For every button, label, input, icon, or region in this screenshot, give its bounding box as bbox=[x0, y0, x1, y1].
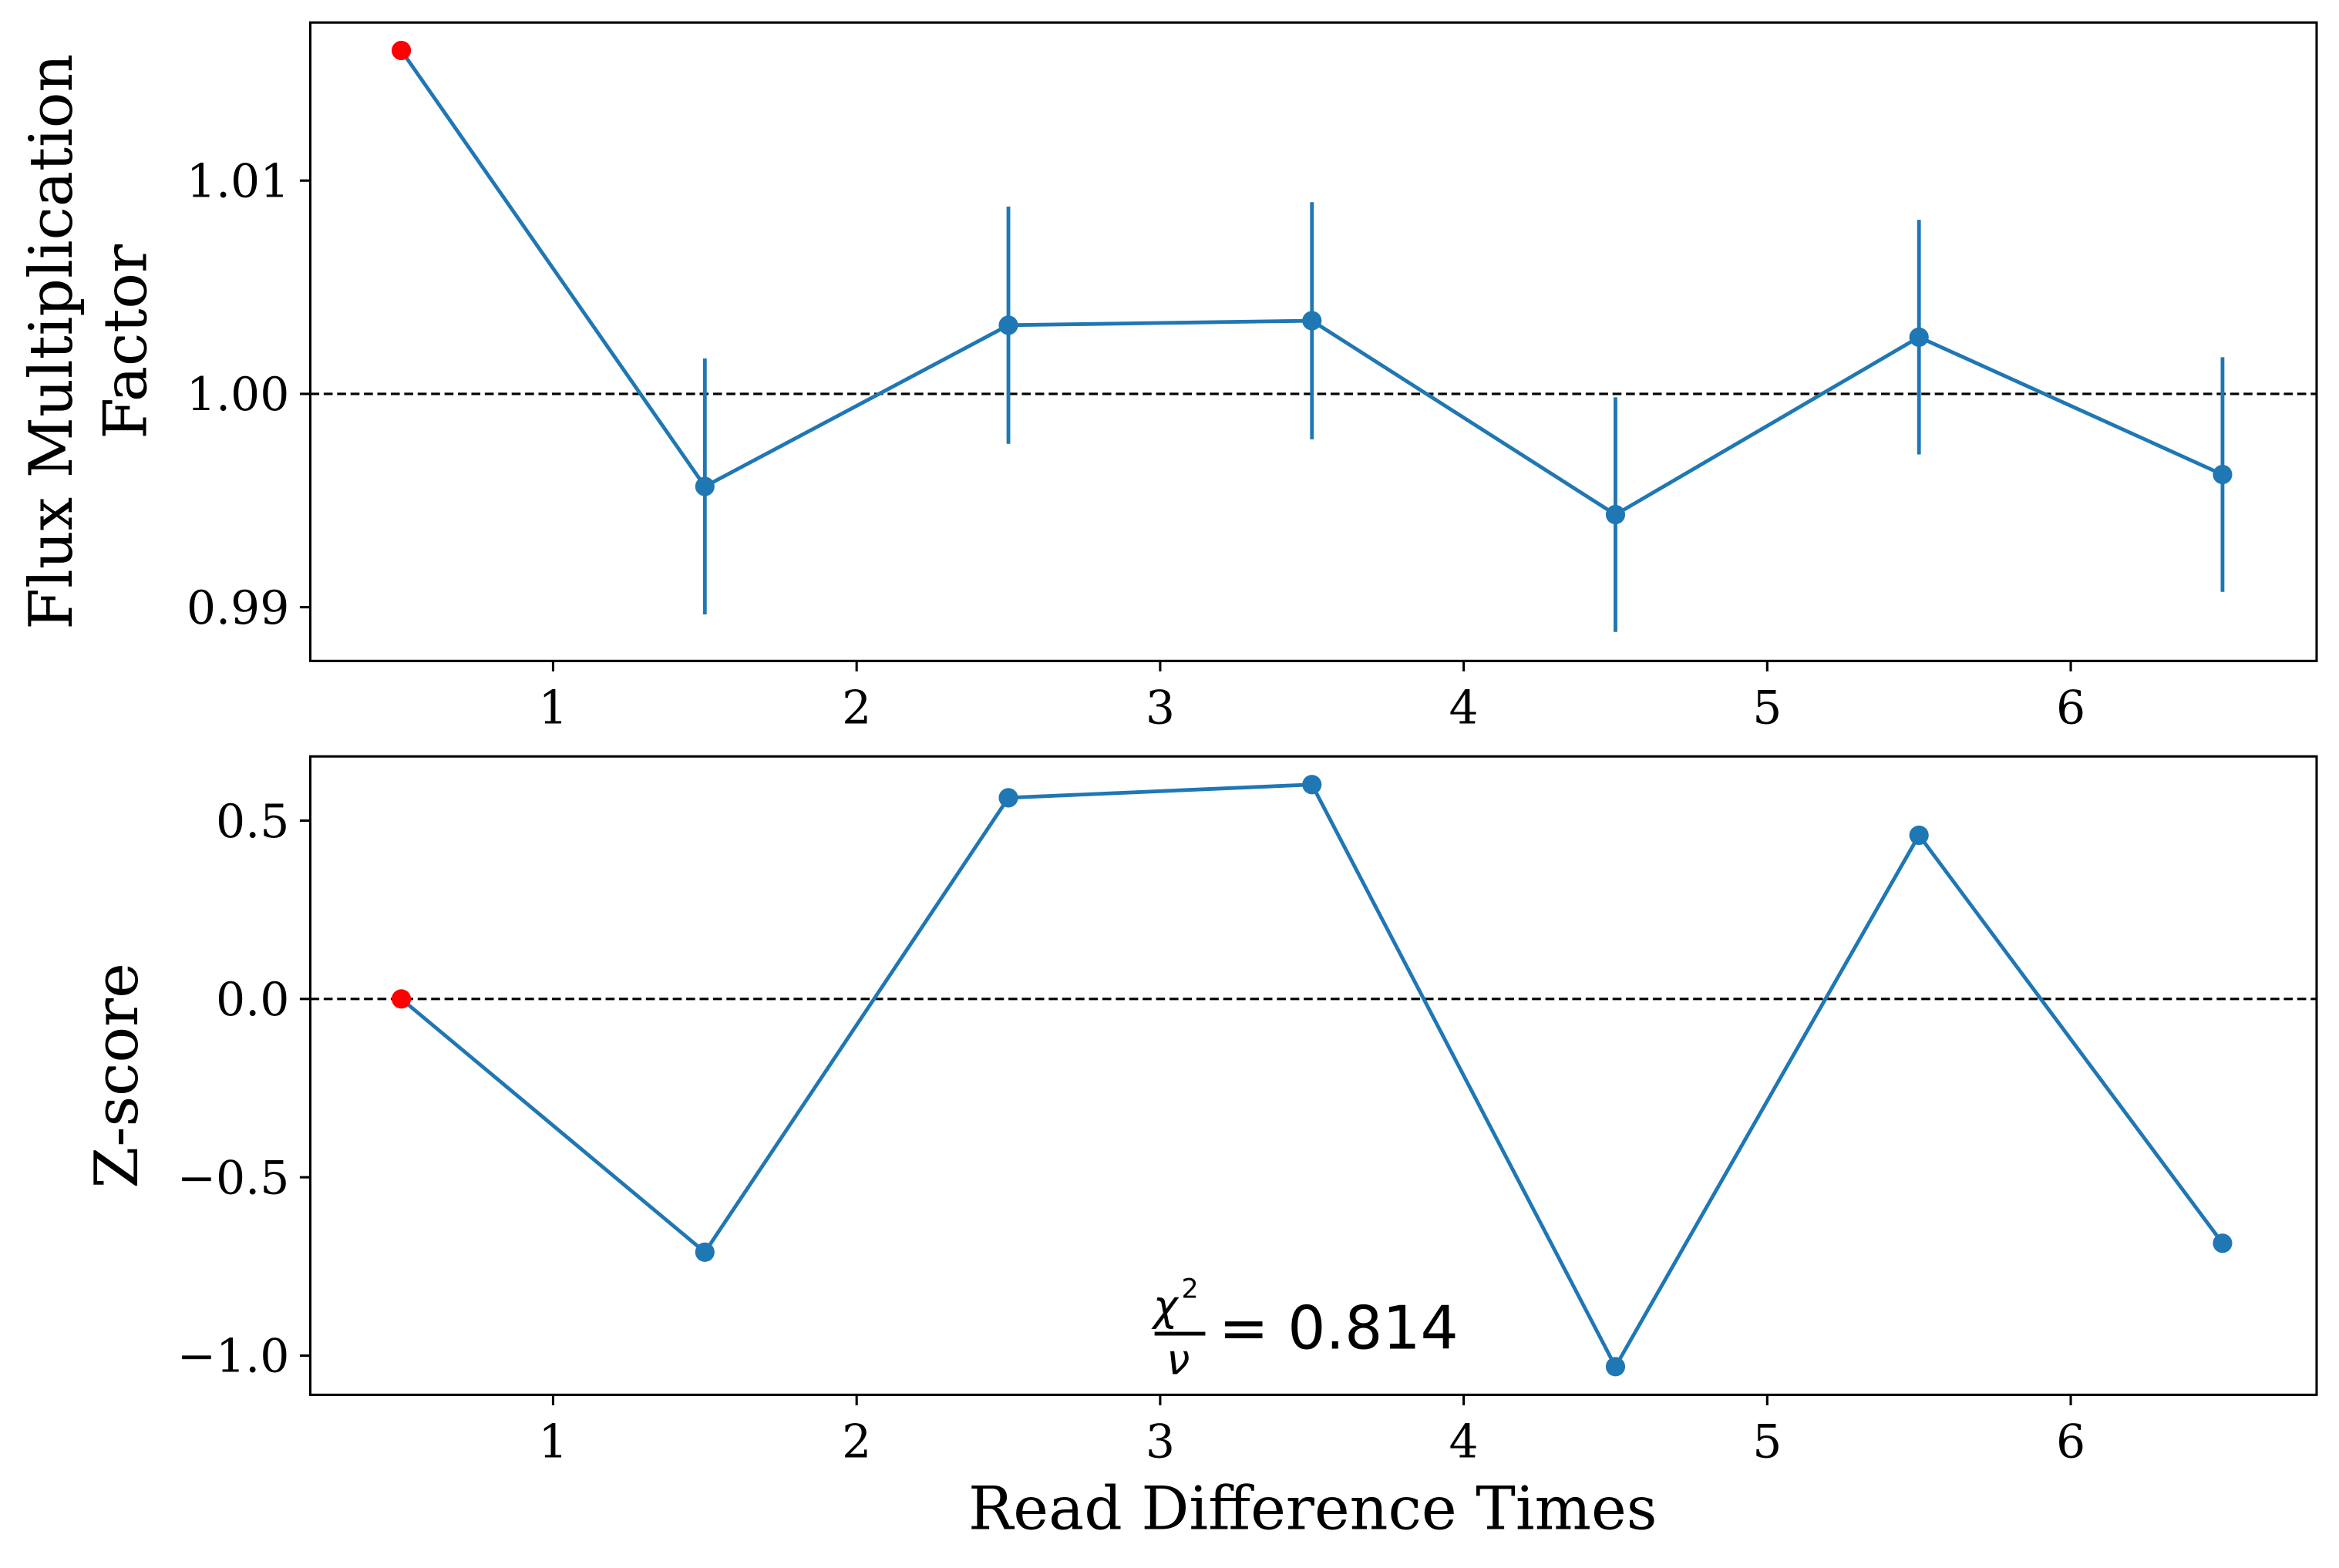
y-tick-label: 1.01 bbox=[187, 155, 290, 209]
x-axis-label: Read Difference Times bbox=[968, 1475, 1657, 1544]
data-point bbox=[1909, 825, 1929, 846]
y-tick-label: 0.5 bbox=[216, 795, 289, 849]
x-tick-label: 3 bbox=[1146, 1415, 1175, 1469]
chi2-annotation: χ 2 ν = 0.814 bbox=[1151, 1274, 1459, 1385]
data-point bbox=[1302, 311, 1322, 331]
data-point bbox=[695, 1242, 715, 1262]
data-point bbox=[2213, 1233, 2233, 1253]
highlighted-point bbox=[392, 40, 412, 61]
x-tick-label: 2 bbox=[842, 681, 871, 735]
data-point bbox=[1909, 327, 1929, 347]
y-axis-label-line1: Flux Multiplication bbox=[17, 54, 86, 630]
axes-frame bbox=[308, 755, 2318, 1396]
data-point bbox=[695, 476, 715, 496]
data-point bbox=[1302, 775, 1322, 795]
y-tick-label: 0.99 bbox=[187, 581, 290, 635]
x-tick-label: 5 bbox=[1752, 1415, 1782, 1469]
x-tick-label: 2 bbox=[842, 1415, 871, 1469]
x-tick-label: 6 bbox=[2056, 1415, 2085, 1469]
y-tick-label: −1.0 bbox=[177, 1330, 290, 1384]
y-tick-label: 0.0 bbox=[216, 973, 289, 1027]
x-tick-label: 4 bbox=[1449, 1415, 1479, 1469]
data-point bbox=[1605, 504, 1626, 525]
data-point bbox=[998, 788, 1018, 808]
series-line bbox=[400, 782, 2224, 1371]
y-tick-label: −0.5 bbox=[177, 1151, 290, 1205]
annotation-chi: χ bbox=[1151, 1282, 1180, 1331]
x-tick-label: 5 bbox=[1752, 681, 1782, 735]
y-axis-label-zscore: Z-score bbox=[82, 963, 152, 1188]
x-tick-label: 1 bbox=[538, 1415, 567, 1469]
data-point bbox=[998, 315, 1018, 335]
y-axis-label-line2: Factor bbox=[92, 244, 161, 439]
x-tick-label: 6 bbox=[2056, 681, 2085, 735]
annotation-nu: ν bbox=[1166, 1335, 1190, 1384]
data-point bbox=[2213, 464, 2233, 485]
axes-frame bbox=[308, 21, 2318, 662]
x-tick-label: 4 bbox=[1449, 681, 1479, 735]
zscore-panel: 1 2 3 4 5 6 −1.0 −0.5 0.0 0.5 bbox=[177, 755, 2318, 1469]
data-point bbox=[1605, 1357, 1626, 1377]
x-tick-label: 1 bbox=[538, 681, 567, 735]
highlighted-point bbox=[392, 989, 412, 1009]
y-tick-label: 1.00 bbox=[187, 368, 290, 422]
flux-factor-panel: 1 2 3 4 5 6 0.99 1.00 1.01 bbox=[187, 21, 2318, 735]
annotation-value: = 0.814 bbox=[1219, 1294, 1459, 1363]
annotation-sup: 2 bbox=[1181, 1274, 1198, 1305]
x-tick-label: 3 bbox=[1146, 681, 1175, 735]
